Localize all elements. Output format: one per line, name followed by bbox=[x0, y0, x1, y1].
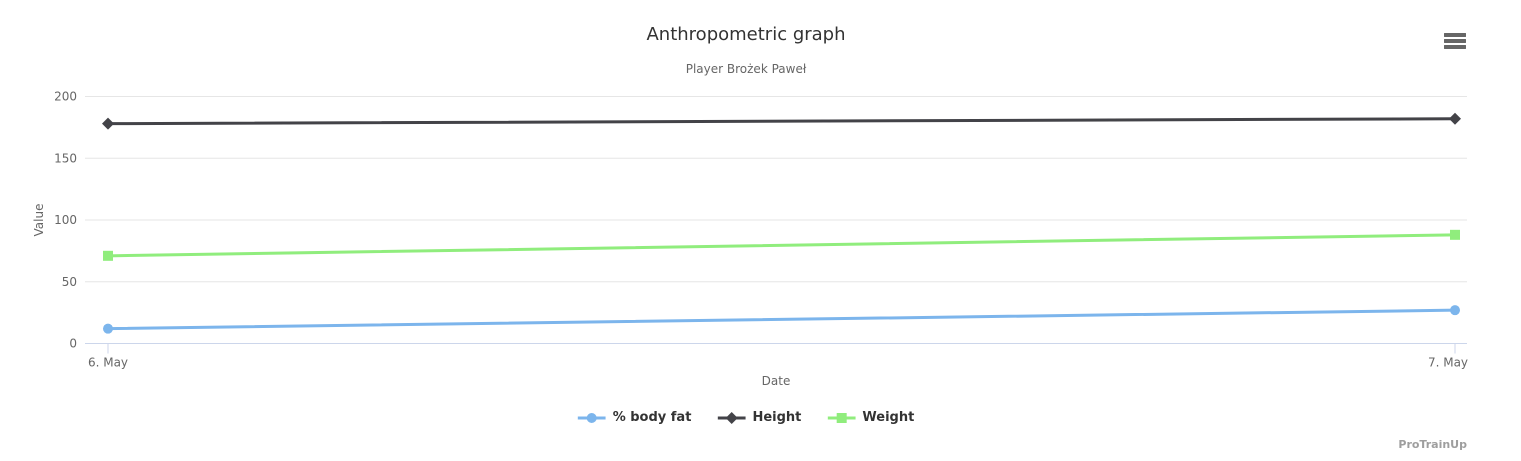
y-tick-label-100: 100 bbox=[54, 213, 77, 227]
legend-item-weight[interactable]: Weight bbox=[827, 410, 914, 425]
x-axis-title: Date bbox=[761, 374, 791, 388]
marker-body-fat-0[interactable] bbox=[103, 323, 113, 334]
legend-label: % body fat bbox=[612, 410, 692, 425]
legend-marker-square-icon bbox=[827, 412, 856, 423]
marker-height-0[interactable] bbox=[102, 117, 114, 130]
series-line-height bbox=[106, 117, 1457, 126]
y-tick-label-200: 200 bbox=[54, 90, 77, 104]
legend-label: Height bbox=[752, 410, 802, 425]
y-axis-title: Value bbox=[32, 203, 46, 237]
legend-marker-circle-icon bbox=[577, 412, 606, 423]
protrainup-watermark: ProTrainUp bbox=[1398, 438, 1467, 451]
legend-item-height[interactable]: Height bbox=[717, 410, 801, 425]
hamburger-icon bbox=[1444, 32, 1466, 49]
legend-label: Weight bbox=[862, 410, 915, 425]
series-line-weight bbox=[106, 233, 1457, 258]
chart-subtitle: Player Brożek Paweł bbox=[685, 62, 807, 76]
y-tick-label-50: 50 bbox=[62, 275, 77, 289]
marker-body-fat-1[interactable] bbox=[1450, 305, 1460, 316]
chart-context-menu-button[interactable] bbox=[1440, 27, 1470, 54]
legend-item-body-fat[interactable]: % body fat bbox=[577, 410, 692, 425]
x-tick-label-0: 6. May bbox=[88, 356, 128, 370]
y-tick-label-150: 150 bbox=[54, 151, 77, 165]
chart-title: Anthropometric graph bbox=[646, 24, 846, 45]
marker-weight-1[interactable] bbox=[1450, 229, 1460, 240]
x-tick-label-1: 7. May bbox=[1428, 356, 1468, 370]
y-tick-label-0: 0 bbox=[69, 337, 77, 351]
legend-marker-diamond-icon bbox=[717, 411, 746, 424]
chart-legend: % body fat Height Weight bbox=[577, 410, 914, 425]
marker-height-1[interactable] bbox=[1449, 112, 1461, 125]
series-line-body-fat bbox=[106, 308, 1457, 331]
marker-weight-0[interactable] bbox=[103, 250, 113, 261]
